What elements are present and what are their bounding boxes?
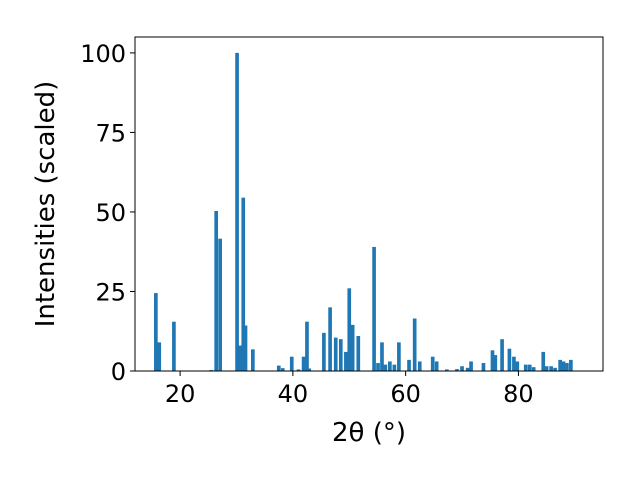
- bar-7: [238, 345, 242, 371]
- bar-37: [434, 361, 439, 371]
- x-tick-label-40: 40: [278, 380, 309, 408]
- bar-59: [565, 363, 569, 371]
- bar-38: [444, 369, 449, 371]
- bar-5: [218, 238, 222, 371]
- bar-52: [531, 367, 536, 371]
- bar-35: [417, 361, 422, 371]
- bar-24: [350, 324, 355, 371]
- bar-60: [569, 359, 573, 371]
- bar-13: [289, 356, 294, 371]
- x-tick-label-20: 20: [165, 380, 196, 408]
- bar-58: [561, 361, 566, 371]
- bar-45: [493, 355, 498, 371]
- bar-14: [296, 369, 301, 371]
- y-tick-label-75: 75: [95, 119, 126, 147]
- bar-27: [376, 363, 380, 371]
- bar-19: [328, 307, 332, 371]
- bar-40: [460, 366, 464, 371]
- bar-1: [157, 342, 162, 371]
- bar-46: [500, 339, 504, 371]
- bar-26: [372, 246, 376, 371]
- bar-22: [344, 351, 348, 371]
- bar-33: [407, 359, 411, 371]
- bar-49: [515, 361, 520, 371]
- plot-frame: [134, 36, 604, 372]
- bar-34: [412, 318, 417, 371]
- bar-0: [154, 293, 158, 371]
- x-tick-label-80: 80: [503, 380, 534, 408]
- bar-18: [322, 332, 326, 371]
- y-tick-label-0: 0: [111, 358, 126, 386]
- bar-47: [507, 348, 512, 371]
- bar-6: [235, 52, 239, 372]
- bar-51: [527, 364, 532, 371]
- bar-41: [465, 367, 470, 371]
- bar-42: [469, 361, 473, 371]
- bar-10: [251, 349, 255, 371]
- bar-12: [280, 368, 285, 371]
- y-tick-label-50: 50: [95, 199, 126, 227]
- bar-2: [172, 321, 176, 371]
- bar-21: [338, 339, 343, 371]
- bar-30: [388, 361, 392, 371]
- bar-57: [558, 359, 562, 371]
- y-tick-label-25: 25: [95, 278, 126, 306]
- x-tick-label-60: 60: [390, 380, 421, 408]
- bar-53: [541, 351, 546, 371]
- bar-9: [243, 325, 248, 371]
- bar-55: [549, 366, 553, 371]
- bar-43: [481, 363, 486, 371]
- bar-11: [276, 365, 281, 371]
- bar-28: [380, 342, 384, 371]
- bar-16: [305, 321, 309, 371]
- x-axis: 20 40 60 80: [165, 371, 534, 408]
- bar-44: [490, 350, 495, 371]
- bar-31: [392, 364, 397, 371]
- bar-54: [544, 366, 549, 371]
- bar-4: [214, 211, 219, 371]
- bar-17: [307, 368, 312, 371]
- y-axis-label: Intensities (scaled): [31, 81, 61, 328]
- y-tick-label-100: 100: [80, 40, 126, 68]
- bar-29: [383, 364, 388, 371]
- bar-50: [523, 364, 528, 371]
- bar-39: [455, 369, 459, 371]
- bar-32: [397, 342, 401, 371]
- bar-36: [430, 356, 435, 371]
- bar-48: [512, 356, 516, 371]
- x-axis-label: 2θ (°): [332, 418, 406, 448]
- bar-8: [241, 197, 246, 371]
- bar-series: [154, 52, 573, 372]
- bar-20: [333, 337, 338, 371]
- bar-23: [347, 288, 352, 371]
- bar-15: [301, 356, 306, 371]
- bar-25: [356, 336, 361, 371]
- y-axis: 0 25 50 75 100: [80, 40, 135, 386]
- bar-56: [553, 367, 557, 371]
